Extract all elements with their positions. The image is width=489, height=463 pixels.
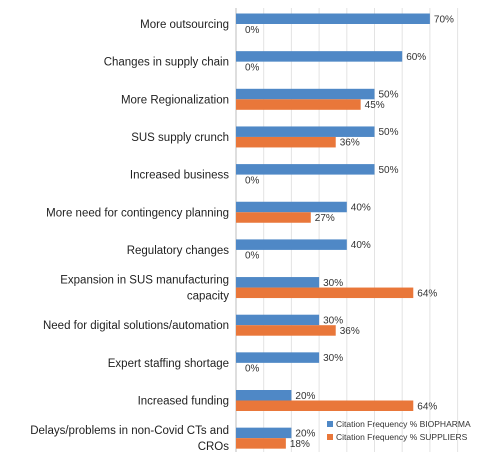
- bar-suppliers: [236, 212, 311, 223]
- data-label: 20%: [295, 428, 315, 439]
- value-labels: 70%0%60%0%50%45%50%36%50%0%40%27%40%0%30…: [245, 14, 454, 450]
- data-label: 0%: [245, 62, 260, 73]
- category-label-line: Regulatory changes: [127, 245, 230, 257]
- category-label: Delays/problems in non-Covid CTs and CROs: [30, 425, 229, 453]
- bar-biopharma: [236, 427, 292, 439]
- bar-biopharma: [236, 352, 320, 363]
- legend-label: Citation Frequency % SUPPLIERS: [336, 432, 468, 442]
- bar-suppliers: [236, 287, 414, 299]
- category-label-line: Expert staffing shortage: [108, 358, 229, 370]
- data-label: 27%: [315, 213, 335, 224]
- bars: [236, 13, 430, 449]
- category-label-line: CROs: [198, 441, 230, 453]
- legend-swatch: [327, 421, 333, 427]
- bar-biopharma: [236, 13, 430, 24]
- bar-biopharma: [236, 314, 320, 326]
- category-label-line: Increased business: [130, 170, 229, 182]
- data-label: 30%: [323, 353, 343, 364]
- bar-biopharma: [236, 126, 375, 137]
- category-label-line: capacity: [187, 291, 229, 303]
- bar-suppliers: [236, 136, 336, 148]
- bar-biopharma: [236, 51, 403, 62]
- category-label-line: Need for digital solutions/automation: [43, 320, 229, 332]
- data-label: 45%: [365, 100, 385, 111]
- category-label: Changes in supply chain: [104, 57, 229, 69]
- bar-biopharma: [236, 239, 347, 250]
- data-label: 36%: [340, 326, 360, 337]
- data-label: 60%: [406, 52, 426, 63]
- category-label-line: Changes in supply chain: [104, 57, 229, 69]
- bar-suppliers: [236, 400, 414, 411]
- data-label: 20%: [295, 391, 315, 402]
- bar-suppliers: [236, 438, 286, 449]
- category-label: Need for digital solutions/automation: [43, 320, 229, 332]
- category-label: Regulatory changes: [127, 245, 230, 257]
- category-labels: More outsourcing Changes in supply chain M…: [30, 19, 229, 453]
- data-label: 0%: [245, 175, 260, 186]
- category-label-line: More Regionalization: [121, 94, 229, 106]
- data-label: 64%: [417, 288, 437, 299]
- gridlines: [235, 8, 459, 452]
- bar-biopharma: [236, 201, 347, 213]
- data-label: 0%: [245, 25, 260, 36]
- bar-suppliers: [236, 99, 361, 110]
- legend: Citation Frequency % BIOPHARMA Citation F…: [327, 419, 471, 442]
- bar-biopharma: [236, 88, 375, 100]
- category-label-line: Increased funding: [138, 396, 229, 408]
- data-label: 40%: [351, 240, 371, 251]
- legend-label: Citation Frequency % BIOPHARMA: [336, 419, 471, 429]
- category-label: Expansion in SUS manufacturing capacity: [60, 275, 229, 303]
- category-label-line: Expansion in SUS manufacturing: [60, 275, 229, 287]
- data-label: 50%: [379, 127, 399, 138]
- data-label: 0%: [245, 364, 260, 375]
- data-label: 18%: [290, 439, 310, 450]
- category-label-line: SUS supply crunch: [131, 132, 229, 144]
- legend-swatch: [327, 434, 333, 440]
- category-label: More need for contingency planning: [46, 207, 229, 219]
- data-label: 70%: [434, 14, 454, 25]
- category-label: Expert staffing shortage: [108, 358, 229, 370]
- category-label: More Regionalization: [121, 94, 229, 106]
- bar-suppliers: [236, 325, 336, 336]
- data-label: 30%: [323, 315, 343, 326]
- category-label: SUS supply crunch: [131, 132, 229, 144]
- data-label: 64%: [417, 401, 437, 412]
- data-label: 50%: [379, 90, 399, 101]
- bar-biopharma: [236, 277, 320, 288]
- data-label: 0%: [245, 251, 260, 262]
- category-label-line: More outsourcing: [140, 19, 229, 31]
- data-label: 30%: [323, 278, 343, 289]
- category-label: More outsourcing: [140, 19, 229, 31]
- data-label: 40%: [351, 203, 371, 214]
- category-label: Increased funding: [138, 396, 229, 408]
- bar-biopharma: [236, 164, 375, 175]
- data-label: 50%: [379, 165, 399, 176]
- category-label: Increased business: [130, 170, 229, 182]
- category-label-line: Delays/problems in non-Covid CTs and: [30, 425, 229, 437]
- bar-biopharma: [236, 390, 292, 401]
- data-label: 36%: [340, 138, 360, 149]
- category-label-line: More need for contingency planning: [46, 207, 229, 219]
